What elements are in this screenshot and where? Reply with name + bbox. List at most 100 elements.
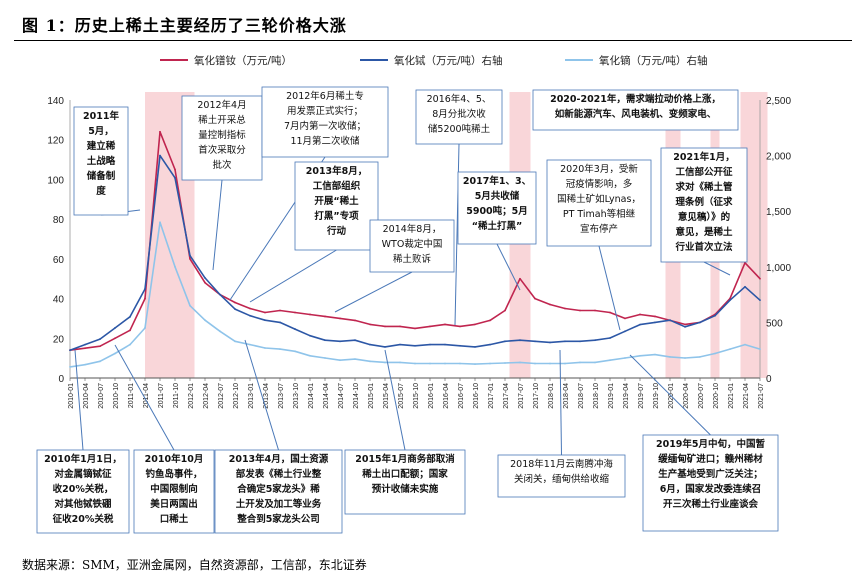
left-tick-label: 20 xyxy=(53,334,65,345)
series-point-0 xyxy=(369,323,371,326)
series-point-2 xyxy=(309,354,311,357)
annotation-line: 2015年1月商务部取消 xyxy=(355,453,455,465)
annotation-line: 工信部组织 xyxy=(313,180,361,192)
annotation-line: 2020年3月，受新 xyxy=(560,163,638,175)
series-point-1 xyxy=(519,339,521,342)
series-point-1 xyxy=(669,319,671,322)
annotation-line: WTO裁定中国 xyxy=(382,238,443,250)
series-point-0 xyxy=(204,281,206,284)
annotation-line: 意见稿）》的 xyxy=(678,211,731,223)
series-point-2 xyxy=(84,363,86,366)
series-point-2 xyxy=(159,221,161,224)
x-tick-label: 2011-04 xyxy=(143,383,150,408)
annotation-line: 土战略 xyxy=(87,155,116,167)
series-point-0 xyxy=(384,325,386,328)
series-point-0 xyxy=(459,325,461,328)
series-point-2 xyxy=(549,362,551,365)
series-point-1 xyxy=(144,288,146,290)
x-tick-label: 2018-04 xyxy=(563,383,570,409)
series-point-0 xyxy=(504,309,506,312)
series-point-0 xyxy=(174,168,176,171)
series-point-2 xyxy=(474,363,476,365)
series-point-0 xyxy=(279,309,281,312)
series-point-1 xyxy=(129,315,131,318)
x-tick-label: 2013-07 xyxy=(278,383,285,409)
x-tick-label: 2017-10 xyxy=(533,383,540,409)
annotation-line: 6月，国家发改委连续召 xyxy=(660,483,762,495)
annotation-line: 中国限制向 xyxy=(150,483,198,495)
series-point-2 xyxy=(204,319,206,322)
title-divider xyxy=(14,40,852,41)
series-point-1 xyxy=(369,343,371,346)
annotation-line: 开三次稀土行业座谈会 xyxy=(663,498,759,510)
series-point-1 xyxy=(174,176,176,179)
series-point-2 xyxy=(99,360,101,363)
series-point-1 xyxy=(114,327,116,329)
right-tick-label: 2,000 xyxy=(766,152,791,163)
series-point-2 xyxy=(714,352,716,355)
series-point-0 xyxy=(444,323,446,326)
annotation-line: 7月内第一次收储； xyxy=(284,120,366,132)
annotation-line: 求对《稀土管 xyxy=(675,181,733,193)
annotation-line: 工信部公开征 xyxy=(675,166,733,178)
x-tick-label: 2018-01 xyxy=(548,383,555,409)
annotation-box xyxy=(73,106,129,216)
left-tick-label: 0 xyxy=(58,374,64,385)
series-point-0 xyxy=(609,311,611,314)
x-tick-label: 2021-04 xyxy=(743,383,750,409)
series-point-1 xyxy=(69,349,71,352)
series-point-2 xyxy=(249,343,251,346)
series-point-1 xyxy=(654,321,656,324)
series-point-1 xyxy=(444,343,446,346)
left-tick-label: 120 xyxy=(47,136,64,147)
x-tick-label: 2018-07 xyxy=(578,383,585,409)
x-tick-label: 2011-10 xyxy=(173,383,180,408)
series-point-2 xyxy=(189,304,191,307)
annotation-leader xyxy=(249,249,337,303)
annotation-line: 行业首次立法 xyxy=(674,241,733,253)
series-point-1 xyxy=(549,341,551,344)
series-point-1 xyxy=(474,345,476,348)
series-point-2 xyxy=(114,352,116,355)
series-point-1 xyxy=(504,340,506,343)
x-tick-label: 2016-01 xyxy=(428,383,435,409)
x-tick-label: 2020-07 xyxy=(698,383,705,409)
series-point-0 xyxy=(594,309,596,312)
series-point-2 xyxy=(279,348,281,350)
series-point-1 xyxy=(699,321,701,324)
left-tick-label: 100 xyxy=(47,175,64,186)
series-point-2 xyxy=(264,347,266,349)
series-point-0 xyxy=(234,301,236,304)
series-point-1 xyxy=(294,328,296,330)
series-point-2 xyxy=(594,361,596,364)
series-point-0 xyxy=(309,313,311,316)
series-point-1 xyxy=(84,343,86,346)
annotation-line: 5月共收储 xyxy=(475,190,520,202)
series-point-0 xyxy=(339,317,341,320)
x-tick-label: 2015-04 xyxy=(383,383,390,409)
annotation-leader xyxy=(629,354,711,436)
annotation-line: 意见，是稀土 xyxy=(675,226,733,238)
annotation-line: 2012年6月稀土专 xyxy=(286,90,364,102)
series-point-2 xyxy=(444,362,446,365)
x-tick-label: 2018-10 xyxy=(593,383,600,409)
series-point-0 xyxy=(114,337,116,340)
annotation-line: 2013年8月， xyxy=(306,165,368,177)
right-tick-label: 1,000 xyxy=(766,263,791,274)
x-tick-label: 2012-04 xyxy=(203,383,210,409)
series-point-1 xyxy=(279,321,281,324)
series-point-0 xyxy=(519,277,521,280)
series-point-0 xyxy=(249,307,251,310)
x-tick-label: 2014-07 xyxy=(338,383,345,409)
right-tick-label: 500 xyxy=(766,318,783,329)
series-point-2 xyxy=(729,348,731,350)
series-point-0 xyxy=(144,297,146,300)
series-point-0 xyxy=(534,297,536,300)
left-tick-label: 140 xyxy=(47,96,64,107)
series-point-0 xyxy=(474,323,476,326)
series-point-1 xyxy=(399,343,401,346)
right-tick-label: 2,500 xyxy=(766,96,791,107)
x-tick-label: 2013-04 xyxy=(263,383,270,409)
series-point-2 xyxy=(324,357,326,359)
figure-source: 数据来源：SMM，亚洲金属网，自然资源部，工信部，东北证券 xyxy=(22,558,367,572)
